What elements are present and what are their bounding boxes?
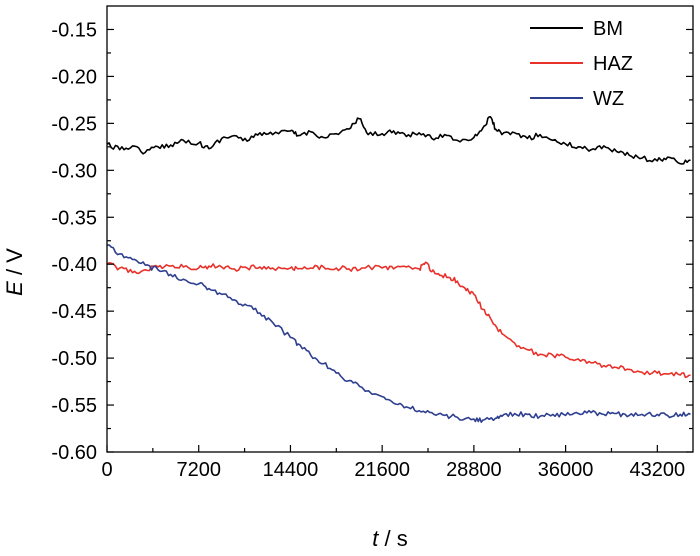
y-tick-label: -0.50 (51, 348, 97, 370)
plot-frame (106, 5, 694, 453)
x-tick-label: 28800 (446, 459, 502, 481)
legend-label-haz: HAZ (593, 53, 633, 75)
x-tick-label: 43200 (630, 459, 686, 481)
series-line-haz (106, 261, 691, 379)
y-axis-title: E / V (2, 248, 27, 296)
x-tick-label: 21600 (354, 459, 410, 481)
y-tick-label: -0.25 (51, 113, 97, 135)
x-axis-title: t / s (372, 526, 407, 551)
legend-label-wz: WZ (593, 88, 624, 110)
y-tick-label: -0.45 (51, 301, 97, 323)
y-tick-label: -0.30 (51, 160, 97, 182)
y-tick-label: -0.20 (51, 66, 97, 88)
series-line-wz (106, 244, 691, 424)
x-tick-label: 36000 (538, 459, 594, 481)
y-tick-label: -0.40 (51, 254, 97, 276)
x-tick-label: 14400 (263, 459, 319, 481)
y-tick-label: -0.15 (51, 19, 97, 41)
x-tick-label: 7200 (176, 459, 221, 481)
x-tick-label: 0 (101, 459, 112, 481)
series-layer (106, 116, 691, 424)
legend: BM HAZ WZ (530, 18, 633, 110)
tick-labels-layer: -0.15 -0.20 -0.25 -0.30 -0.35 -0.40 -0.45 -0.50… (51, 19, 685, 481)
series-line-bm (106, 116, 691, 165)
y-tick-label: -0.35 (51, 207, 97, 229)
y-tick-label: -0.60 (51, 442, 97, 464)
legend-label-bm: BM (593, 18, 623, 40)
y-tick-label: -0.55 (51, 395, 97, 417)
